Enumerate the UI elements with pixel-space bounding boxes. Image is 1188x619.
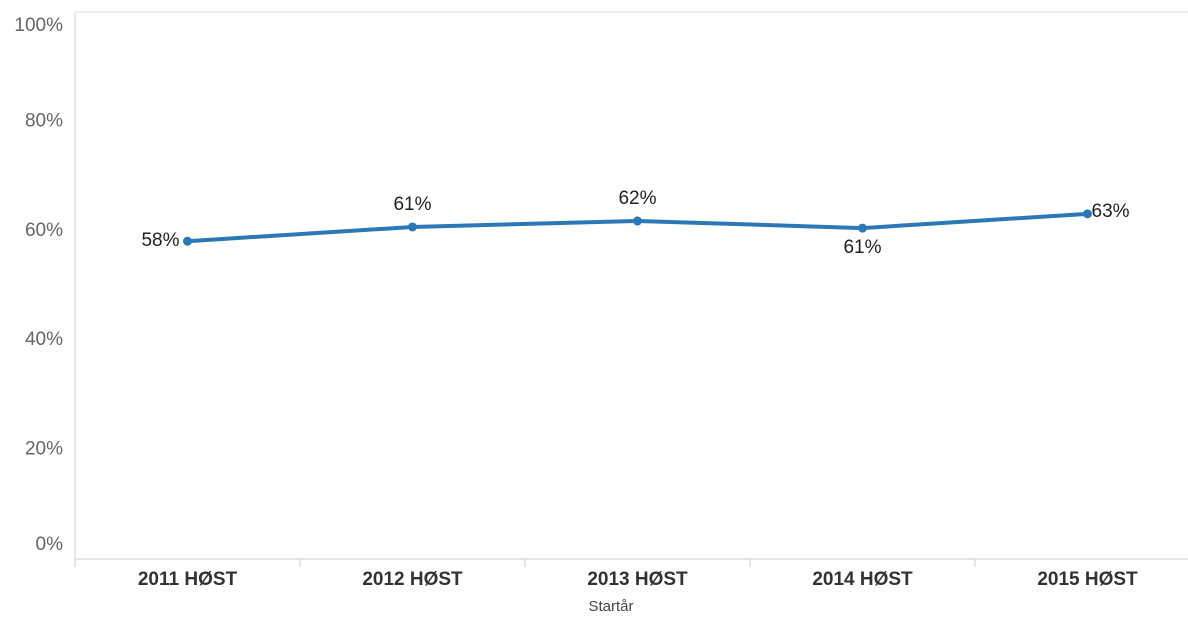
y-tick-label: 40% — [25, 329, 63, 350]
y-tick-label: 80% — [25, 110, 63, 131]
point — [633, 216, 642, 226]
data-label: 61% — [843, 237, 881, 258]
point — [183, 236, 192, 246]
data-label: 61% — [393, 194, 431, 215]
x-tick-label: 2014 HØST — [812, 569, 913, 590]
point — [1083, 209, 1092, 219]
y-tick-label: 60% — [25, 220, 63, 241]
x-axis-title: Startår — [588, 598, 633, 615]
data-label: 58% — [141, 230, 179, 251]
x-tick-label: 2012 HØST — [362, 569, 463, 590]
x-tick-label: 2013 HØST — [587, 569, 688, 590]
y-tick-label: 100% — [14, 15, 63, 36]
point — [858, 223, 867, 233]
data-label: 63% — [1092, 201, 1130, 222]
data-label: 62% — [618, 188, 656, 209]
x-tick-label: 2011 HØST — [138, 569, 238, 590]
x-tick-label: 2015 HØST — [1037, 569, 1138, 590]
point — [408, 222, 417, 232]
y-tick-label: 20% — [25, 439, 63, 460]
y-tick-label: 0% — [36, 534, 64, 555]
